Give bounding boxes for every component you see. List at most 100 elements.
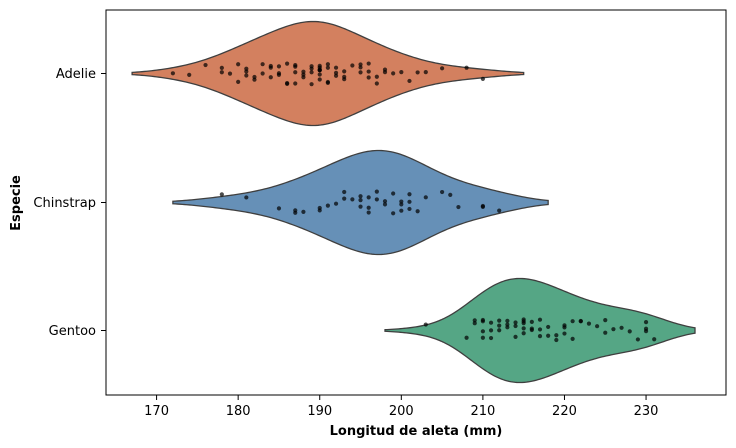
data-point-gentoo <box>562 325 567 330</box>
data-point-adelie <box>219 65 224 70</box>
data-point-adelie <box>358 70 363 75</box>
data-point-adelie <box>333 70 339 75</box>
data-point-gentoo <box>423 322 428 327</box>
data-point-adelie <box>399 70 404 75</box>
data-point-gentoo <box>643 326 649 331</box>
data-point-chinstrap <box>407 199 412 204</box>
data-point-adelie <box>317 77 322 82</box>
x-tick-label: 220 <box>552 404 577 419</box>
data-point-gentoo <box>480 335 485 340</box>
data-point-adelie <box>260 71 265 76</box>
data-point-chinstrap <box>382 199 388 204</box>
data-point-gentoo <box>627 329 632 334</box>
y-tick-label-chinstrap: Chinstrap <box>33 196 96 211</box>
data-point-adelie <box>342 74 347 79</box>
data-point-adelie <box>423 70 428 75</box>
data-point-adelie <box>219 70 224 75</box>
data-point-gentoo <box>472 321 477 326</box>
data-point-adelie <box>366 69 371 74</box>
data-point-gentoo <box>619 325 624 330</box>
data-point-adelie <box>170 71 175 76</box>
data-point-chinstrap <box>244 195 249 200</box>
data-point-chinstrap <box>440 189 445 195</box>
data-point-gentoo <box>570 336 575 341</box>
data-point-gentoo <box>488 320 494 325</box>
data-point-chinstrap <box>382 202 388 207</box>
data-point-adelie <box>358 65 363 70</box>
data-point-adelie <box>236 62 241 67</box>
x-tick-label: 200 <box>389 404 414 419</box>
data-point-adelie <box>187 72 192 77</box>
data-point-gentoo <box>488 335 494 341</box>
data-point-gentoo <box>603 318 608 323</box>
data-point-gentoo <box>537 317 543 322</box>
data-point-gentoo <box>513 323 518 329</box>
data-point-gentoo <box>578 318 583 324</box>
data-point-adelie <box>391 71 396 76</box>
data-point-gentoo <box>537 327 543 332</box>
data-point-adelie <box>440 66 445 71</box>
data-point-adelie <box>317 63 322 68</box>
data-point-chinstrap <box>317 205 322 211</box>
data-point-chinstrap <box>358 194 363 199</box>
data-point-gentoo <box>529 319 534 324</box>
data-point-gentoo <box>521 326 526 331</box>
data-point-gentoo <box>586 321 592 326</box>
data-point-gentoo <box>611 327 616 332</box>
data-point-chinstrap <box>448 192 453 197</box>
x-tick-label: 210 <box>470 404 495 419</box>
data-point-adelie <box>480 76 485 81</box>
data-point-chinstrap <box>497 208 502 213</box>
x-tick-label: 180 <box>226 404 251 419</box>
data-point-gentoo <box>537 334 543 339</box>
data-point-adelie <box>342 69 347 74</box>
data-point-adelie <box>285 81 290 86</box>
data-point-gentoo <box>562 331 567 336</box>
data-point-chinstrap <box>358 198 363 203</box>
data-point-chinstrap <box>325 203 330 208</box>
data-point-adelie <box>366 61 371 66</box>
x-axis-ticks: 170 180 190 200 210 220 230 <box>144 395 658 419</box>
y-tick-label-gentoo: Gentoo <box>49 324 96 339</box>
data-point-chinstrap <box>366 210 371 215</box>
data-point-adelie <box>382 70 388 75</box>
data-point-adelie <box>366 75 371 80</box>
data-point-gentoo <box>488 328 494 333</box>
data-point-chinstrap <box>276 206 282 211</box>
data-point-gentoo <box>505 318 510 324</box>
data-point-chinstrap <box>350 197 355 202</box>
data-point-chinstrap <box>293 210 298 215</box>
violins <box>131 20 696 384</box>
data-point-adelie <box>464 65 469 70</box>
data-point-chinstrap <box>342 189 347 195</box>
data-point-gentoo <box>497 323 502 328</box>
data-point-gentoo <box>497 328 502 333</box>
data-point-adelie <box>358 62 363 67</box>
data-point-gentoo <box>570 319 575 324</box>
data-point-adelie <box>260 62 265 67</box>
data-point-chinstrap <box>407 206 412 212</box>
data-point-adelie <box>325 62 330 67</box>
data-point-gentoo <box>643 320 649 325</box>
data-point-gentoo <box>472 318 477 323</box>
x-tick-label: 170 <box>144 404 169 419</box>
data-point-adelie <box>309 64 314 69</box>
x-tick-label: 230 <box>634 404 659 419</box>
data-point-gentoo <box>529 326 534 331</box>
data-point-gentoo <box>652 337 657 342</box>
data-point-gentoo <box>546 333 551 338</box>
data-point-gentoo <box>603 330 608 335</box>
y-tick-label-adelie: Adelie <box>56 67 96 82</box>
data-point-adelie <box>276 71 282 76</box>
data-point-adelie <box>317 72 322 77</box>
y-axis-label: Especie <box>9 175 24 231</box>
data-point-chinstrap <box>333 201 339 206</box>
data-point-adelie <box>252 74 257 80</box>
data-point-adelie <box>268 75 273 80</box>
data-point-adelie <box>309 82 314 87</box>
data-point-chinstrap <box>399 202 404 207</box>
data-point-gentoo <box>521 331 526 336</box>
data-point-adelie <box>293 70 298 75</box>
data-point-chinstrap <box>342 196 347 201</box>
data-point-adelie <box>317 68 322 73</box>
